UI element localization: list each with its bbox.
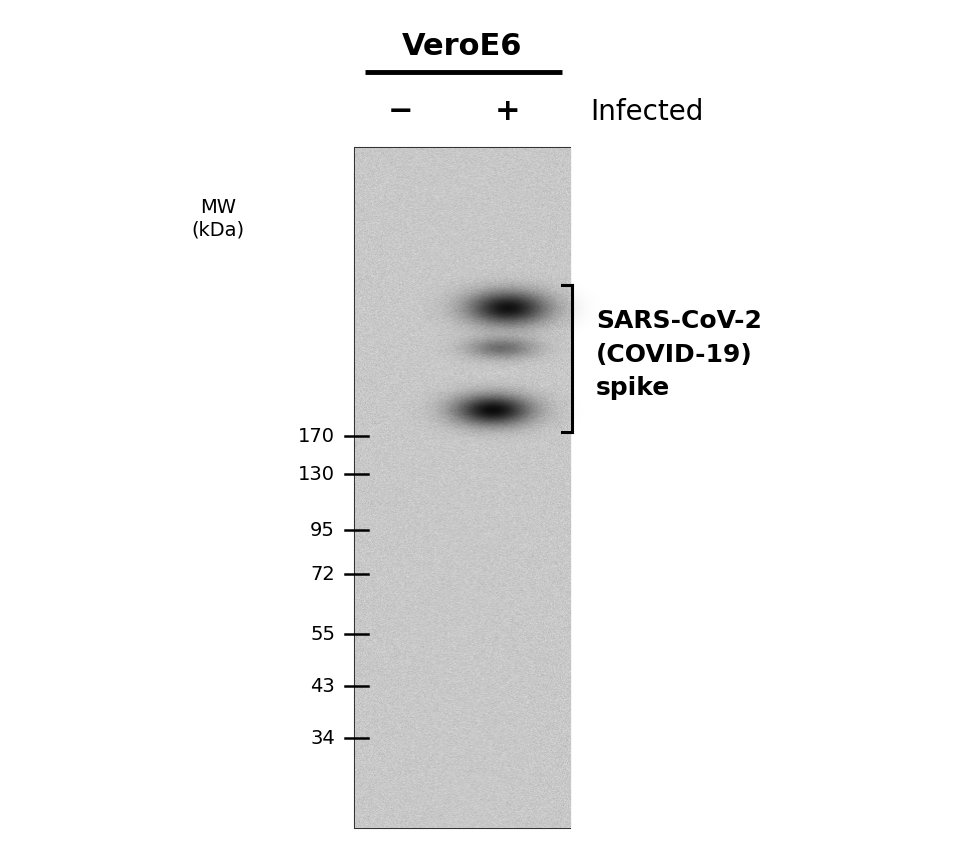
Text: −: − <box>387 97 413 126</box>
Text: SARS-CoV-2
(COVID-19)
spike: SARS-CoV-2 (COVID-19) spike <box>596 310 761 401</box>
Text: 55: 55 <box>310 624 335 643</box>
Text: 72: 72 <box>311 564 335 583</box>
Text: 43: 43 <box>311 677 335 696</box>
Text: 170: 170 <box>298 427 335 445</box>
Text: 130: 130 <box>298 464 335 483</box>
Text: MW
(kDa): MW (kDa) <box>191 198 245 239</box>
Text: VeroE6: VeroE6 <box>402 32 522 61</box>
Text: 95: 95 <box>310 520 335 539</box>
Text: 34: 34 <box>311 728 335 747</box>
Bar <box>355 148 570 828</box>
Text: +: + <box>495 97 520 126</box>
Text: Infected: Infected <box>590 98 704 126</box>
